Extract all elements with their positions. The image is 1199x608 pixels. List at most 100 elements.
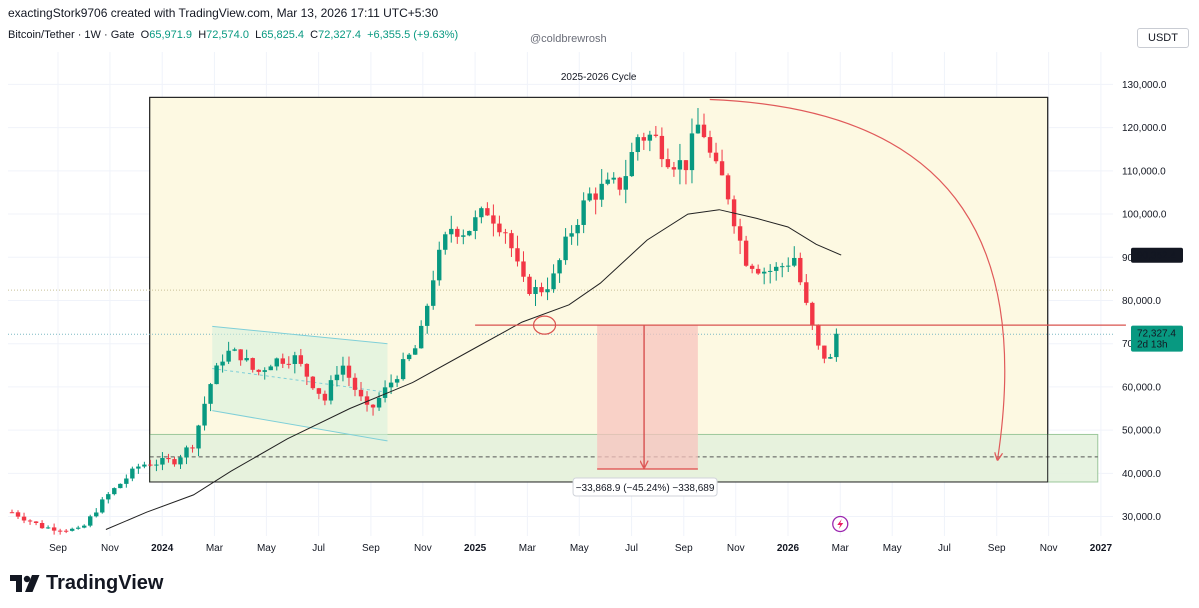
high-value: 72,574.0 — [206, 29, 249, 41]
price-tag-box — [1131, 247, 1183, 263]
candle-body — [208, 384, 213, 404]
candle-body — [376, 397, 382, 408]
channel-top-line — [212, 325, 388, 345]
event-flash-glyph — [837, 519, 844, 529]
candle-body — [322, 393, 328, 401]
candle-body — [39, 523, 45, 529]
candle-body — [106, 494, 111, 500]
y-axis-label: 60,000.0 — [1122, 382, 1161, 393]
candle-body — [545, 289, 550, 293]
open-value: 65,971.9 — [149, 29, 193, 41]
candle-body — [394, 379, 400, 383]
candle-body — [491, 215, 496, 224]
candle-body — [557, 260, 562, 274]
candle-body — [418, 325, 424, 349]
candle-body — [689, 133, 695, 171]
candle-body — [100, 499, 105, 513]
candle-body — [406, 354, 412, 360]
candle-body — [172, 459, 177, 465]
candlestick-series — [9, 108, 839, 535]
candle-body — [761, 271, 767, 274]
change-value: +6,355.5 (+9.63%) — [367, 29, 459, 41]
candle-body — [810, 302, 815, 325]
candle-body — [713, 152, 719, 162]
price-tag-countdown: 2d 13h — [1137, 340, 1168, 351]
candle-body — [370, 404, 376, 408]
x-axis-label: 2025 — [464, 543, 487, 554]
candle-body — [202, 403, 207, 426]
candle-body — [280, 358, 285, 364]
close-label: C — [310, 29, 319, 41]
y-axis-label: 80,000.0 — [1122, 296, 1161, 307]
support-touch-circle — [532, 315, 557, 335]
candle-body — [286, 363, 292, 365]
candle-body — [563, 236, 568, 261]
x-axis-label: Sep — [49, 543, 67, 554]
candle-body — [701, 124, 707, 138]
candle-body — [262, 370, 267, 372]
tradingview-logo[interactable]: TradingView — [10, 572, 163, 595]
x-axis-label: 2024 — [151, 543, 174, 554]
candle-body — [767, 270, 773, 272]
candle-body — [575, 224, 580, 234]
tradingview-logo-text: TradingView — [46, 572, 164, 594]
candle-body — [130, 468, 135, 479]
curved-projection-arrow — [709, 98, 1006, 460]
candle-body — [780, 266, 785, 268]
candle-body — [804, 282, 809, 303]
symbol-name: Bitcoin/Tether · 1W · Gate — [8, 29, 135, 41]
drawdown-label: −33,868.9 (−45.24%) −338,689 — [572, 477, 718, 497]
close-value: 72,327.4 — [318, 29, 361, 41]
candle-body — [328, 380, 334, 401]
candle-body — [364, 396, 370, 405]
candle-body — [316, 388, 322, 394]
candle-body — [400, 359, 406, 380]
channel-bottom-line — [212, 410, 388, 442]
candle-body — [551, 273, 556, 290]
y-axis-label: 40,000.0 — [1122, 469, 1161, 480]
candle-body — [635, 137, 641, 153]
candle-body — [82, 525, 87, 528]
candle-body — [497, 223, 502, 233]
candle-body — [94, 512, 99, 517]
candle-body — [142, 464, 147, 467]
price-tag: 90,352.4 — [1131, 247, 1183, 263]
candle-body — [196, 425, 201, 449]
candle-body — [647, 134, 653, 141]
candle-body — [581, 200, 586, 225]
x-axis-label: 2026 — [777, 543, 800, 554]
candle-body — [683, 160, 689, 171]
currency-button[interactable]: USDT — [1137, 28, 1189, 48]
candle-body — [244, 358, 249, 361]
candle-body — [118, 483, 123, 489]
candle-body — [479, 208, 484, 218]
candle-body — [75, 527, 81, 529]
chart-title: 2025-2026 Cycle — [561, 72, 637, 83]
candle-body — [629, 152, 634, 177]
candle-body — [707, 137, 713, 153]
attribution-text: exactingStork9706 created with TradingVi… — [8, 6, 439, 20]
candle-body — [455, 228, 460, 237]
candle-body — [274, 358, 279, 367]
candle-body — [449, 228, 454, 235]
candle-body — [786, 265, 791, 267]
price-tag-box — [1131, 325, 1183, 352]
candle-body — [611, 177, 616, 180]
candle-body — [292, 355, 298, 364]
candle-body — [178, 457, 183, 465]
candle-body — [816, 324, 821, 346]
candle-body — [539, 287, 544, 293]
y-axis-label: 120,000.0 — [1122, 123, 1167, 134]
x-axis-label: Jul — [938, 543, 951, 554]
moving-average-line — [105, 209, 842, 530]
candle-body — [190, 447, 195, 449]
drawdown-label-box — [572, 477, 718, 497]
candle-body — [33, 521, 39, 524]
candle-body — [431, 280, 436, 306]
candle-body — [755, 268, 761, 274]
x-axis-label: Jul — [625, 543, 638, 554]
candle-body — [45, 527, 51, 529]
candle-body — [695, 124, 701, 134]
candle-body — [605, 179, 610, 184]
